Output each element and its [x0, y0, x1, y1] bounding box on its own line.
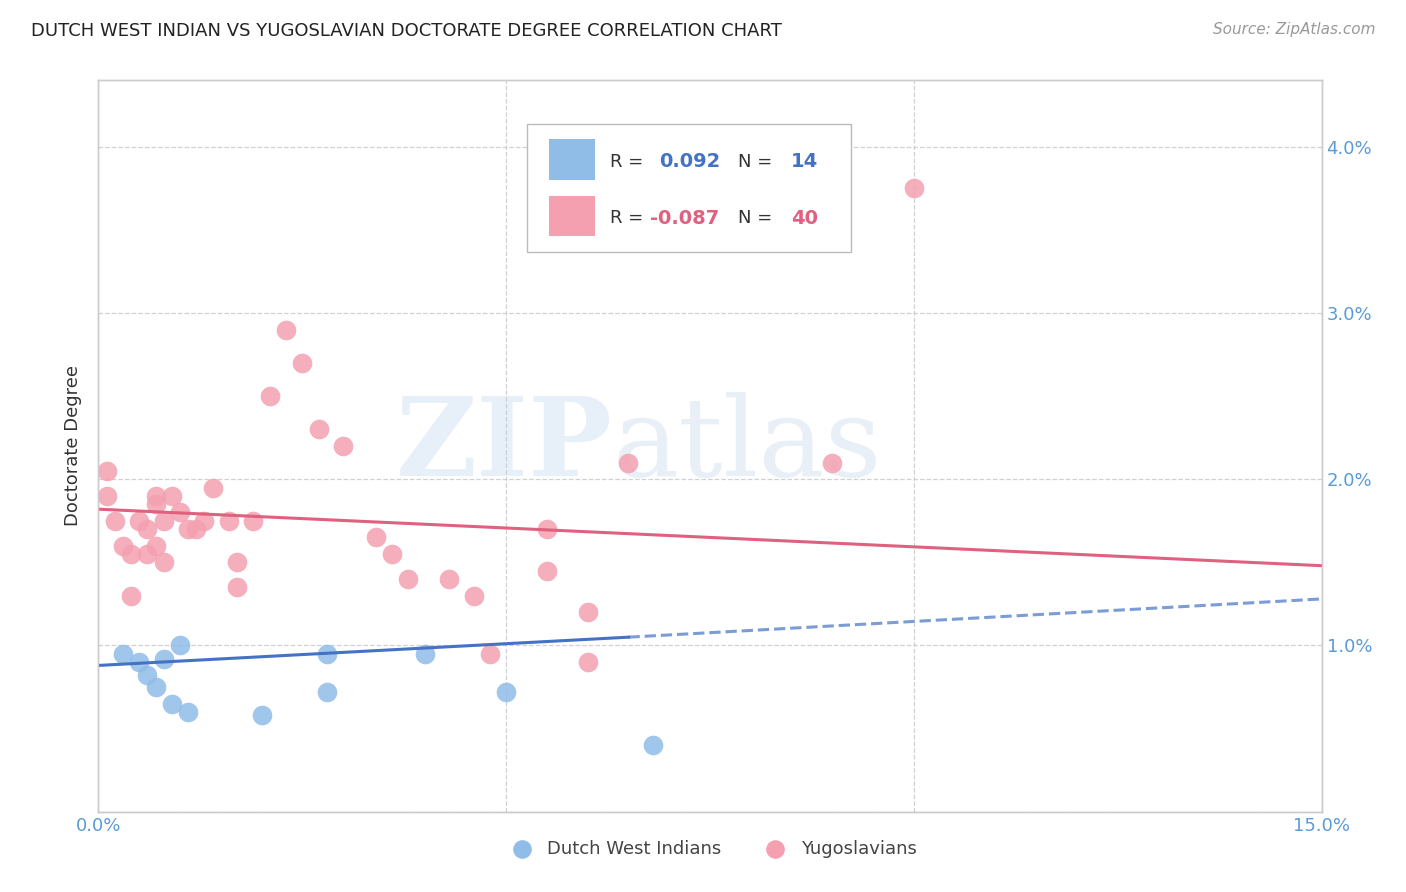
Y-axis label: Doctorate Degree: Doctorate Degree — [65, 366, 83, 526]
Point — [145, 680, 167, 694]
Point — [193, 514, 215, 528]
Point — [145, 539, 167, 553]
Point — [96, 489, 118, 503]
Text: Source: ZipAtlas.com: Source: ZipAtlas.com — [1212, 22, 1375, 37]
Point — [463, 589, 485, 603]
Text: 0.092: 0.092 — [658, 153, 720, 171]
Text: 14: 14 — [790, 153, 818, 171]
Text: N =: N = — [738, 210, 778, 227]
Point — [120, 547, 142, 561]
FancyBboxPatch shape — [526, 124, 851, 252]
Point — [536, 522, 558, 536]
Text: atlas: atlas — [612, 392, 882, 500]
Point — [291, 356, 314, 370]
Point — [160, 489, 183, 503]
Text: ZIP: ZIP — [395, 392, 612, 500]
Text: DUTCH WEST INDIAN VS YUGOSLAVIAN DOCTORATE DEGREE CORRELATION CHART: DUTCH WEST INDIAN VS YUGOSLAVIAN DOCTORA… — [31, 22, 782, 40]
Point — [478, 647, 501, 661]
Text: 40: 40 — [790, 209, 818, 227]
Point — [381, 547, 404, 561]
Point — [128, 514, 150, 528]
Point — [364, 530, 387, 544]
Point — [218, 514, 240, 528]
Point — [576, 605, 599, 619]
Text: R =: R = — [610, 153, 648, 170]
Point — [177, 705, 200, 719]
Text: N =: N = — [738, 153, 778, 170]
FancyBboxPatch shape — [548, 139, 595, 179]
Point — [396, 572, 419, 586]
Point — [315, 685, 337, 699]
Point — [576, 655, 599, 669]
Point — [145, 497, 167, 511]
Point — [495, 685, 517, 699]
Point — [136, 522, 159, 536]
Point — [120, 589, 142, 603]
Point — [111, 539, 134, 553]
Point — [617, 456, 640, 470]
Point — [226, 555, 249, 569]
Point — [128, 655, 150, 669]
FancyBboxPatch shape — [548, 196, 595, 236]
Point — [160, 697, 183, 711]
Point — [641, 738, 664, 752]
Point — [152, 514, 174, 528]
Text: R =: R = — [610, 210, 648, 227]
Point — [332, 439, 354, 453]
Point — [821, 456, 844, 470]
Point — [903, 181, 925, 195]
Point — [308, 422, 330, 436]
Point — [259, 389, 281, 403]
Point — [169, 639, 191, 653]
Point — [274, 323, 297, 337]
Point — [169, 506, 191, 520]
Point — [96, 464, 118, 478]
Point — [145, 489, 167, 503]
Point — [186, 522, 208, 536]
Point — [201, 481, 224, 495]
Point — [437, 572, 460, 586]
Point — [152, 652, 174, 666]
Legend: Dutch West Indians, Yugoslavians: Dutch West Indians, Yugoslavians — [496, 832, 924, 865]
Point — [104, 514, 127, 528]
Point — [226, 580, 249, 594]
Point — [177, 522, 200, 536]
Text: -0.087: -0.087 — [650, 209, 720, 227]
Point — [413, 647, 436, 661]
Point — [152, 555, 174, 569]
Point — [315, 647, 337, 661]
Point — [250, 708, 273, 723]
Point — [536, 564, 558, 578]
Point — [136, 547, 159, 561]
Point — [242, 514, 264, 528]
Point — [136, 668, 159, 682]
Point — [111, 647, 134, 661]
